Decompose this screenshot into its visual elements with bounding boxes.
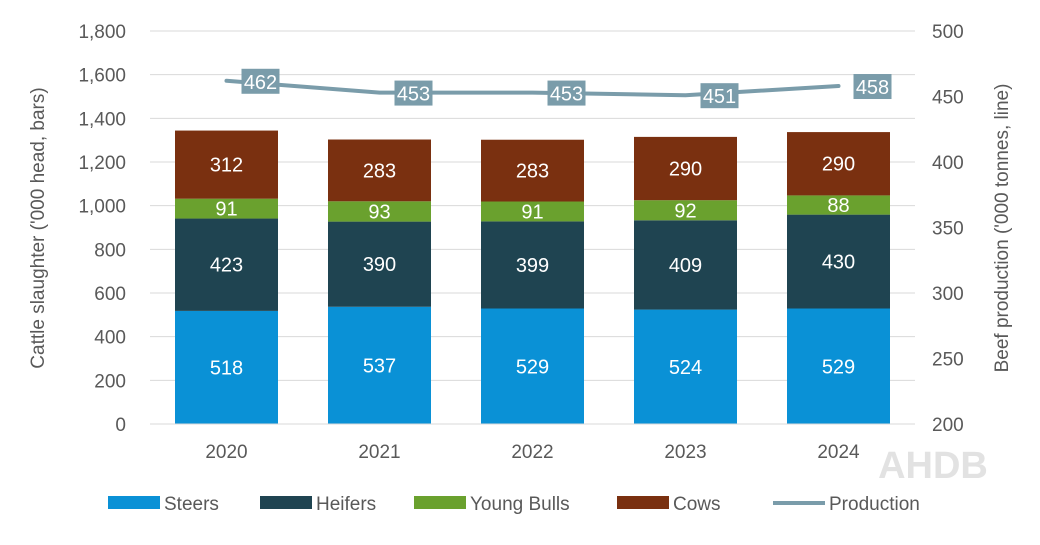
line-label-box [241, 68, 280, 94]
x-tick-label: 2020 [205, 442, 247, 463]
bar-heifers [481, 221, 584, 309]
y-axis-label: Cattle slaughter ('000 head, bars) [28, 87, 49, 368]
line-label-box [547, 80, 586, 106]
bar-data-label: 529 [516, 356, 549, 378]
bar-data-label: 524 [669, 357, 702, 379]
legend-label: Young Bulls [470, 494, 570, 515]
bar-steers [787, 308, 890, 424]
line-label-box [853, 74, 892, 100]
bar-data-label: 93 [368, 201, 390, 223]
legend-label: Cows [673, 494, 721, 515]
bar-data-label: 290 [822, 154, 855, 176]
y-tick-label: 1,800 [78, 22, 126, 43]
legend-label: Heifers [316, 494, 376, 515]
line-data-label: 453 [550, 84, 583, 106]
bar-heifers [175, 218, 278, 311]
legend-swatch [414, 496, 466, 509]
bar-data-label: 537 [363, 355, 396, 377]
line-data-label: 453 [397, 84, 430, 106]
bar-young-bulls [634, 200, 737, 221]
y-tick-label: 600 [94, 284, 126, 305]
x-tick-label: 2024 [817, 442, 860, 463]
bar-data-label: 409 [669, 255, 702, 277]
y-right-tick-label: 200 [932, 415, 964, 436]
x-tick-label: 2023 [664, 442, 706, 463]
bar-data-label: 529 [822, 356, 855, 378]
line-label-box [394, 80, 433, 106]
y-tick-label: 200 [94, 371, 126, 392]
y-tick-label: 800 [94, 240, 126, 261]
y-right-tick-label: 450 [932, 88, 964, 109]
bar-data-label: 92 [674, 200, 696, 222]
legend-swatch [108, 496, 160, 509]
production-line: 462 453 453 451 458 [224, 68, 892, 109]
legend-label: Production [829, 494, 920, 515]
y-axis-right-label: Beef production ('000 tonnes, line) [992, 84, 1013, 373]
bar-steers [328, 306, 431, 424]
legend-swatch [260, 496, 312, 509]
y-tick-label: 1,600 [78, 66, 126, 87]
bar-data-label: 430 [822, 252, 855, 274]
bar-cows [634, 136, 737, 201]
bar-data-label: 91 [521, 201, 543, 223]
ahdb-logo: AHDB [878, 445, 988, 487]
bar-young-bulls [328, 201, 431, 222]
bar-data-label: 312 [210, 155, 243, 177]
bar-young-bulls [481, 201, 584, 222]
y-right-tick-label: 500 [932, 22, 964, 43]
bar-data-label: 283 [516, 161, 549, 183]
y-right-tick-label: 400 [932, 153, 964, 174]
bar-heifers [634, 220, 737, 310]
bar-steers [481, 308, 584, 424]
y-right-tick-label: 300 [932, 284, 964, 305]
bar-young-bulls [175, 198, 278, 219]
axes: 0 200 400 600 800 1,000 1,200 1,400 1,600 1,800 20… [78, 22, 963, 463]
y-right-tick-label: 250 [932, 350, 964, 371]
legend-label: Steers [164, 494, 219, 515]
y-tick-label: 1,400 [78, 109, 126, 130]
bar-data-label: 390 [363, 254, 396, 276]
bar-young-bulls [787, 195, 890, 215]
x-tick-label: 2021 [358, 442, 400, 463]
production-line-path [224, 78, 841, 98]
bar-data-label: 399 [516, 255, 549, 277]
y-tick-label: 0 [115, 415, 126, 436]
bar-data-label: 88 [827, 195, 849, 217]
bar-data-label: 91 [215, 199, 237, 221]
legend: Steers Heifers Young Bulls Cows Production [108, 494, 920, 515]
bar-cows [175, 130, 278, 199]
bar-steers [634, 309, 737, 424]
bar-data-label: 423 [210, 255, 243, 277]
line-data-label: 462 [244, 72, 277, 94]
bars: 518 423 91 312 537 390 93 283 529 399 91 283 524 409 9… [175, 130, 890, 424]
bar-data-label: 518 [210, 357, 243, 379]
bar-data-label: 290 [669, 159, 702, 181]
y-tick-label: 400 [94, 328, 126, 349]
x-tick-label: 2022 [511, 442, 553, 463]
legend-swatch [617, 496, 669, 509]
y-right-tick-label: 350 [932, 219, 964, 240]
line-data-label: 451 [703, 86, 736, 108]
bar-data-label: 283 [363, 160, 396, 182]
line-data-label: 458 [856, 77, 889, 99]
bar-cows [481, 139, 584, 202]
bar-cows [328, 139, 431, 202]
line-label-box [700, 83, 739, 109]
y-tick-label: 1,200 [78, 153, 126, 174]
bar-heifers [787, 214, 890, 309]
bar-heifers [328, 221, 431, 307]
bar-steers [175, 310, 278, 424]
y-tick-label: 1,000 [78, 197, 126, 218]
bar-cows [787, 132, 890, 196]
